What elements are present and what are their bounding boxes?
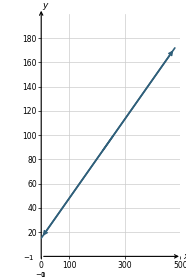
Text: $-1$: $-1$ bbox=[35, 270, 47, 279]
Text: y: y bbox=[42, 1, 47, 10]
Text: x: x bbox=[183, 252, 186, 261]
Text: $-1$: $-1$ bbox=[23, 253, 35, 262]
Text: $0$: $0$ bbox=[40, 270, 46, 279]
